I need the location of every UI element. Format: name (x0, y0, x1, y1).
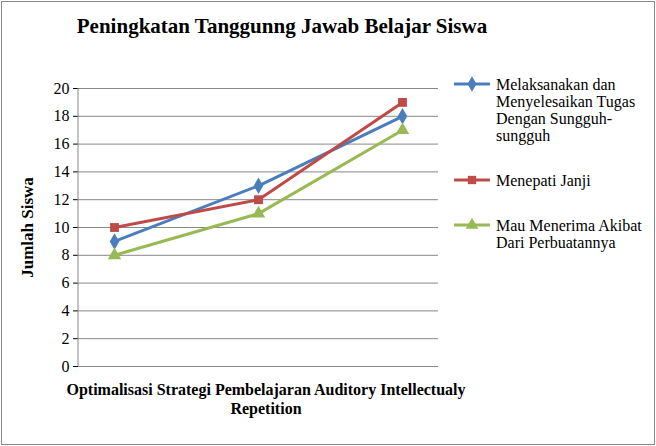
svg-text:2: 2 (62, 330, 70, 347)
svg-text:0: 0 (62, 358, 70, 375)
svg-text:18: 18 (54, 107, 70, 124)
svg-text:12: 12 (54, 191, 70, 208)
html-text:Melaksanakan dan Menyelesaikan: Melaksanakan dan Menyelesaikan Tugas Den… (496, 76, 636, 144)
html-text:Optimalisasi Strategi Pembelaj: Optimalisasi Strategi Pembelajaran Audit… (66, 381, 466, 417)
html-text:Peningkatan Tanggunng Jawab Be: Peningkatan Tanggunng Jawab Belajar Sisw… (76, 14, 488, 38)
svg-text:Jumlah Siswa: Jumlah Siswa (18, 177, 37, 278)
svg-text:6: 6 (62, 274, 70, 291)
svg-text:10: 10 (54, 219, 70, 236)
svg-text:4: 4 (62, 302, 70, 319)
svg-text:14: 14 (54, 163, 70, 180)
svg-text:16: 16 (54, 135, 70, 152)
svg-text:8: 8 (62, 246, 70, 263)
html-text:Menepati Janji: Menepati Janji (496, 172, 591, 189)
svg-text:20: 20 (54, 80, 70, 97)
html-text:Mau Menerima Akibat Dari Perbu: Mau Menerima Akibat Dari Perbuatannya (496, 217, 642, 251)
